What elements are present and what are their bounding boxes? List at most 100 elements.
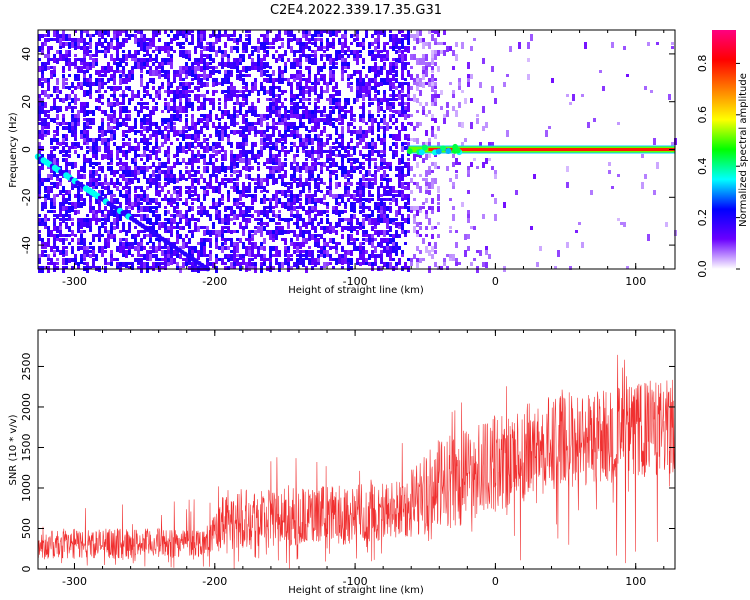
spectrogram-cell [341,42,344,47]
spectrogram-cell [191,250,194,257]
spectrogram-cell [395,62,398,68]
spectrogram-cell [212,122,215,128]
spectrogram-cell [437,94,440,98]
spectrogram-cell [314,74,317,81]
y-tick-label: 2500 [20,352,33,380]
spectrogram-cell [215,238,218,243]
spectrogram-cell [221,146,224,152]
spectrogram-cell [89,226,92,232]
spectrogram-cell [281,166,284,171]
spectrogram-cell [224,62,227,67]
spectrogram-cell [263,226,266,231]
spectrogram-cell [41,250,44,257]
spectrogram-cell [89,206,92,210]
spectrogram-cell [368,178,371,185]
spectrogram-cell [137,206,140,212]
spectrogram-cell [116,178,119,184]
spectrogram-cell [110,106,113,111]
spectrogram-cell [296,242,299,247]
spectrogram-cell [407,90,410,97]
spectrogram-cell [98,106,101,111]
spectrogram-cell [341,106,344,112]
spectrogram-cell [308,78,311,83]
spectrogram-cell [269,198,272,205]
spectrogram-cell [191,30,194,33]
spectrogram-cell [593,118,596,122]
spectrogram-cell [380,198,383,202]
spectrogram-cell [176,130,179,136]
spectrogram-cell [275,226,278,231]
spectrogram-cell [131,174,134,177]
spectrogram-cell [302,110,305,116]
spectrogram-cell [278,106,281,113]
spectrogram-cell [254,194,257,199]
spectrogram-cell [533,174,536,179]
spectrogram-cell [167,262,170,266]
spectrogram-cell [311,118,314,123]
spectrogram-cell [383,210,386,214]
spectrogram-features [34,143,675,272]
spectrogram-cell [272,266,275,270]
spectrogram-cell [152,222,155,226]
spectrogram-cell [272,214,275,217]
spectrogram-cell [362,154,365,159]
spectrogram-cell [206,98,209,101]
spectrogram-cell [155,218,158,224]
spectrogram-cell [326,262,329,266]
spectrogram-cell [413,174,416,177]
spectrogram-cell [74,194,77,198]
spectrogram-cell [344,98,347,103]
spectrogram-cell [383,202,386,208]
spectrogram-cell [116,66,119,73]
spectrogram-cell [44,66,47,71]
spectrogram-cell [371,138,374,145]
spectrogram-cell [449,254,452,259]
spectrogram-cell [38,110,41,117]
spectrogram-cell [404,54,407,61]
spectrogram-x-axis-title: Height of straight line (km) [288,285,424,296]
spectrogram-cell [362,162,365,165]
spectrogram-cell [266,106,269,112]
spectrogram-cell [161,134,164,139]
spectrogram-cell [275,178,278,184]
spectrogram-cell [242,66,245,72]
spectrogram-cell [401,206,404,209]
spectrogram-cell [419,234,422,237]
spectrogram-cell [242,230,245,236]
spectrogram-cell [239,262,242,266]
spectrogram-cell [341,174,344,177]
spectrogram-cell [335,182,338,189]
spectrogram-cell [179,106,182,113]
spectrogram-cell [347,98,350,105]
spectrogram-cell [467,214,470,221]
spectrogram-cell [335,126,338,133]
spectrogram-cell [176,214,179,217]
spectrogram-cell [323,30,326,33]
spectrogram-cell [128,182,131,185]
spectrogram-cell [428,82,431,87]
spectrogram-cell [197,58,200,64]
spectrogram-cell [422,54,425,61]
spectrogram-cell [308,58,311,64]
spectrogram-cell [278,98,281,103]
spectrogram-cell [317,138,320,142]
spectrogram-cell [311,234,314,240]
spectrogram-cell [302,74,305,77]
spectrogram-cell [416,262,419,268]
spectrogram-cell [272,46,275,49]
spectrogram-cell [323,46,326,49]
spectrogram-cell [599,70,602,73]
spectrogram-cell [332,194,335,199]
spectrogram-cell [134,246,137,251]
spectrogram-cell [155,106,158,111]
spectrogram-cell [185,86,188,91]
spectrogram-cell [161,66,164,73]
spectrogram-cell [95,70,98,75]
spectrogram-cell [65,266,68,269]
spectrogram-cell [365,154,368,157]
spectrogram-cell [56,158,59,165]
spectrogram-cell [374,262,377,266]
spectrogram-cell [167,82,170,89]
spectrogram-cell [290,206,293,211]
spectrogram-cell [386,58,389,61]
